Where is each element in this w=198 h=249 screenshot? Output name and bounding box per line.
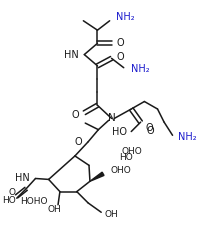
Text: O: O bbox=[9, 188, 16, 197]
Text: HN: HN bbox=[15, 173, 30, 183]
Text: OH: OH bbox=[105, 210, 119, 219]
Text: O: O bbox=[116, 52, 124, 62]
Text: HOHO: HOHO bbox=[20, 197, 48, 206]
Text: NH₂: NH₂ bbox=[116, 12, 135, 22]
Text: HO: HO bbox=[111, 127, 127, 137]
Text: O: O bbox=[75, 137, 82, 147]
Text: O: O bbox=[145, 123, 153, 133]
Text: N: N bbox=[108, 113, 115, 124]
Text: HO: HO bbox=[119, 153, 133, 162]
Polygon shape bbox=[90, 172, 104, 181]
Text: OH: OH bbox=[47, 205, 61, 214]
Text: HN: HN bbox=[64, 50, 79, 60]
Text: O: O bbox=[71, 110, 79, 120]
Text: O: O bbox=[146, 125, 154, 136]
Text: NH₂: NH₂ bbox=[131, 64, 150, 74]
Text: NH₂: NH₂ bbox=[178, 132, 197, 142]
Text: OHO: OHO bbox=[122, 147, 143, 156]
Text: OHO: OHO bbox=[111, 167, 131, 176]
Text: O: O bbox=[116, 38, 124, 48]
Text: HO: HO bbox=[2, 195, 16, 205]
